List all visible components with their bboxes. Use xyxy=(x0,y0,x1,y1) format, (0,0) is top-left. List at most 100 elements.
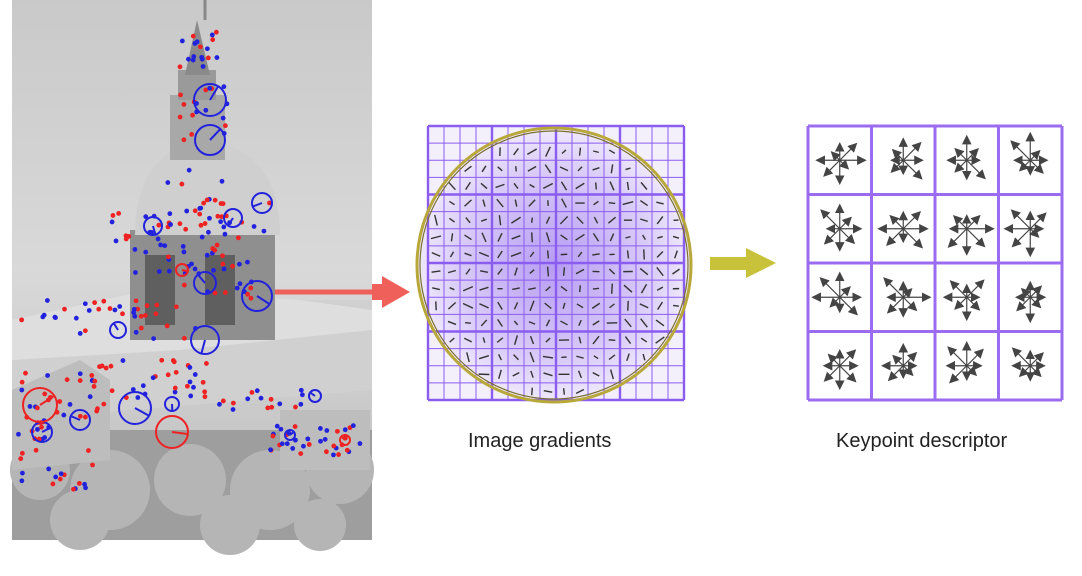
keypoint-dot xyxy=(101,402,106,407)
keypoint-dot xyxy=(166,372,171,377)
keypoint-dot xyxy=(183,227,188,232)
keypoint-dot xyxy=(179,182,184,187)
keypoint-dot xyxy=(92,384,97,389)
keypoint-dot xyxy=(301,444,306,449)
descriptor-grid xyxy=(808,126,1062,400)
keypoint-dot xyxy=(217,402,222,407)
keypoint-dot xyxy=(153,311,158,316)
gradient-sample xyxy=(673,305,679,306)
keypoint-dot xyxy=(104,366,109,371)
keypoint-dot xyxy=(59,471,64,476)
keypoint-dot xyxy=(191,54,196,59)
keypoint-dot xyxy=(181,102,186,107)
keypoint-dot xyxy=(61,413,66,418)
keypoint-dot xyxy=(300,392,305,397)
keypoint-dot xyxy=(156,237,161,242)
keypoint-dot xyxy=(167,211,172,216)
keypoint-dot xyxy=(269,397,274,402)
gradient-sample xyxy=(532,232,533,242)
keypoint-dot xyxy=(203,394,208,399)
keypoint-dot xyxy=(120,311,125,316)
keypoint-dot xyxy=(238,281,243,286)
keypoint-dot xyxy=(245,260,250,265)
keypoint-dot xyxy=(78,414,83,419)
keypoint-dot xyxy=(203,221,208,226)
keypoint-dot xyxy=(185,384,190,389)
keypoint-dot xyxy=(210,33,215,38)
keypoint-dot xyxy=(218,219,223,224)
keypoint-dot xyxy=(145,303,150,308)
keypoint-dot xyxy=(88,394,93,399)
keypoint-dot xyxy=(237,262,242,267)
keypoint-dot xyxy=(167,269,172,274)
keypoint-dot xyxy=(45,373,50,378)
keypoint-dot xyxy=(156,223,161,228)
keypoint-dot xyxy=(53,315,58,320)
keypoint-dot xyxy=(135,395,140,400)
grid-to-descriptor-arrow xyxy=(710,248,776,278)
keypoint-dot xyxy=(68,402,73,407)
keypoint-dot xyxy=(324,449,329,454)
keypoint-dot xyxy=(165,180,170,185)
keypoint-dot xyxy=(323,437,328,442)
keypoint-dot xyxy=(174,370,179,375)
keypoint-dot xyxy=(184,209,189,214)
gradient-sample xyxy=(548,267,549,277)
keypoint-orientation xyxy=(182,270,188,271)
keypoint-dot xyxy=(206,230,211,235)
keypoint-dot xyxy=(191,385,196,390)
keypoint-dot xyxy=(331,444,336,449)
keypoint-dot xyxy=(109,364,114,369)
keypoint-dot xyxy=(307,442,312,447)
keypoint-dot xyxy=(193,372,198,377)
keypoint-dot xyxy=(231,407,236,412)
keypoint-dot xyxy=(83,415,88,420)
keypoint-dot xyxy=(154,303,159,308)
keypoint-dot xyxy=(343,427,348,432)
keypoint-dot xyxy=(180,39,185,44)
keypoint-dot xyxy=(92,300,97,305)
keypoint-dot xyxy=(158,242,163,247)
keypoint-dot xyxy=(220,179,225,184)
gradient-sample xyxy=(548,250,549,258)
keypoint-dot xyxy=(201,380,206,385)
keypoint-dot xyxy=(189,132,194,137)
keypoint-dot xyxy=(143,313,148,318)
keypoint-dot xyxy=(188,394,193,399)
keypoint-dot xyxy=(211,268,216,273)
keypoint-dot xyxy=(200,235,205,240)
keypoint-dot xyxy=(71,487,76,492)
keypoint-dot xyxy=(293,424,298,429)
keypoint-dot xyxy=(220,253,225,258)
keypoint-dot xyxy=(230,264,235,269)
keypoint-dot xyxy=(213,198,218,203)
keypoint-dot xyxy=(215,214,220,219)
keypoint-dot xyxy=(46,467,51,472)
keypoint-dot xyxy=(173,386,178,391)
keypoint-dot xyxy=(20,471,25,476)
keypoint-dot xyxy=(174,304,179,309)
keypoint-dot xyxy=(86,448,91,453)
keypoint-dot xyxy=(28,404,33,409)
keypoint-dot xyxy=(187,365,192,370)
keypoint-dot xyxy=(133,270,138,275)
gradient-sample xyxy=(593,288,599,289)
keypoint-dot xyxy=(20,380,25,385)
keypoint-dot xyxy=(159,358,164,363)
keypoint-dot xyxy=(245,292,250,297)
keypoint-dot xyxy=(248,286,253,291)
keypoint-dot xyxy=(113,308,118,313)
keypoint-dot xyxy=(182,283,187,288)
gradient-sample xyxy=(612,284,613,294)
keypoint-dot xyxy=(19,317,24,322)
keypoint-dot xyxy=(42,391,47,396)
keypoint-dot xyxy=(221,116,226,121)
keypoint-dot xyxy=(268,447,273,452)
keypoint-dot xyxy=(186,57,191,62)
keypoint-dot xyxy=(262,229,267,234)
keypoint-dot xyxy=(235,286,240,291)
gradient-sample xyxy=(580,148,581,156)
gradient-sample xyxy=(532,218,533,223)
keypoint-dot xyxy=(90,463,95,468)
keypoint-dot xyxy=(293,405,298,410)
